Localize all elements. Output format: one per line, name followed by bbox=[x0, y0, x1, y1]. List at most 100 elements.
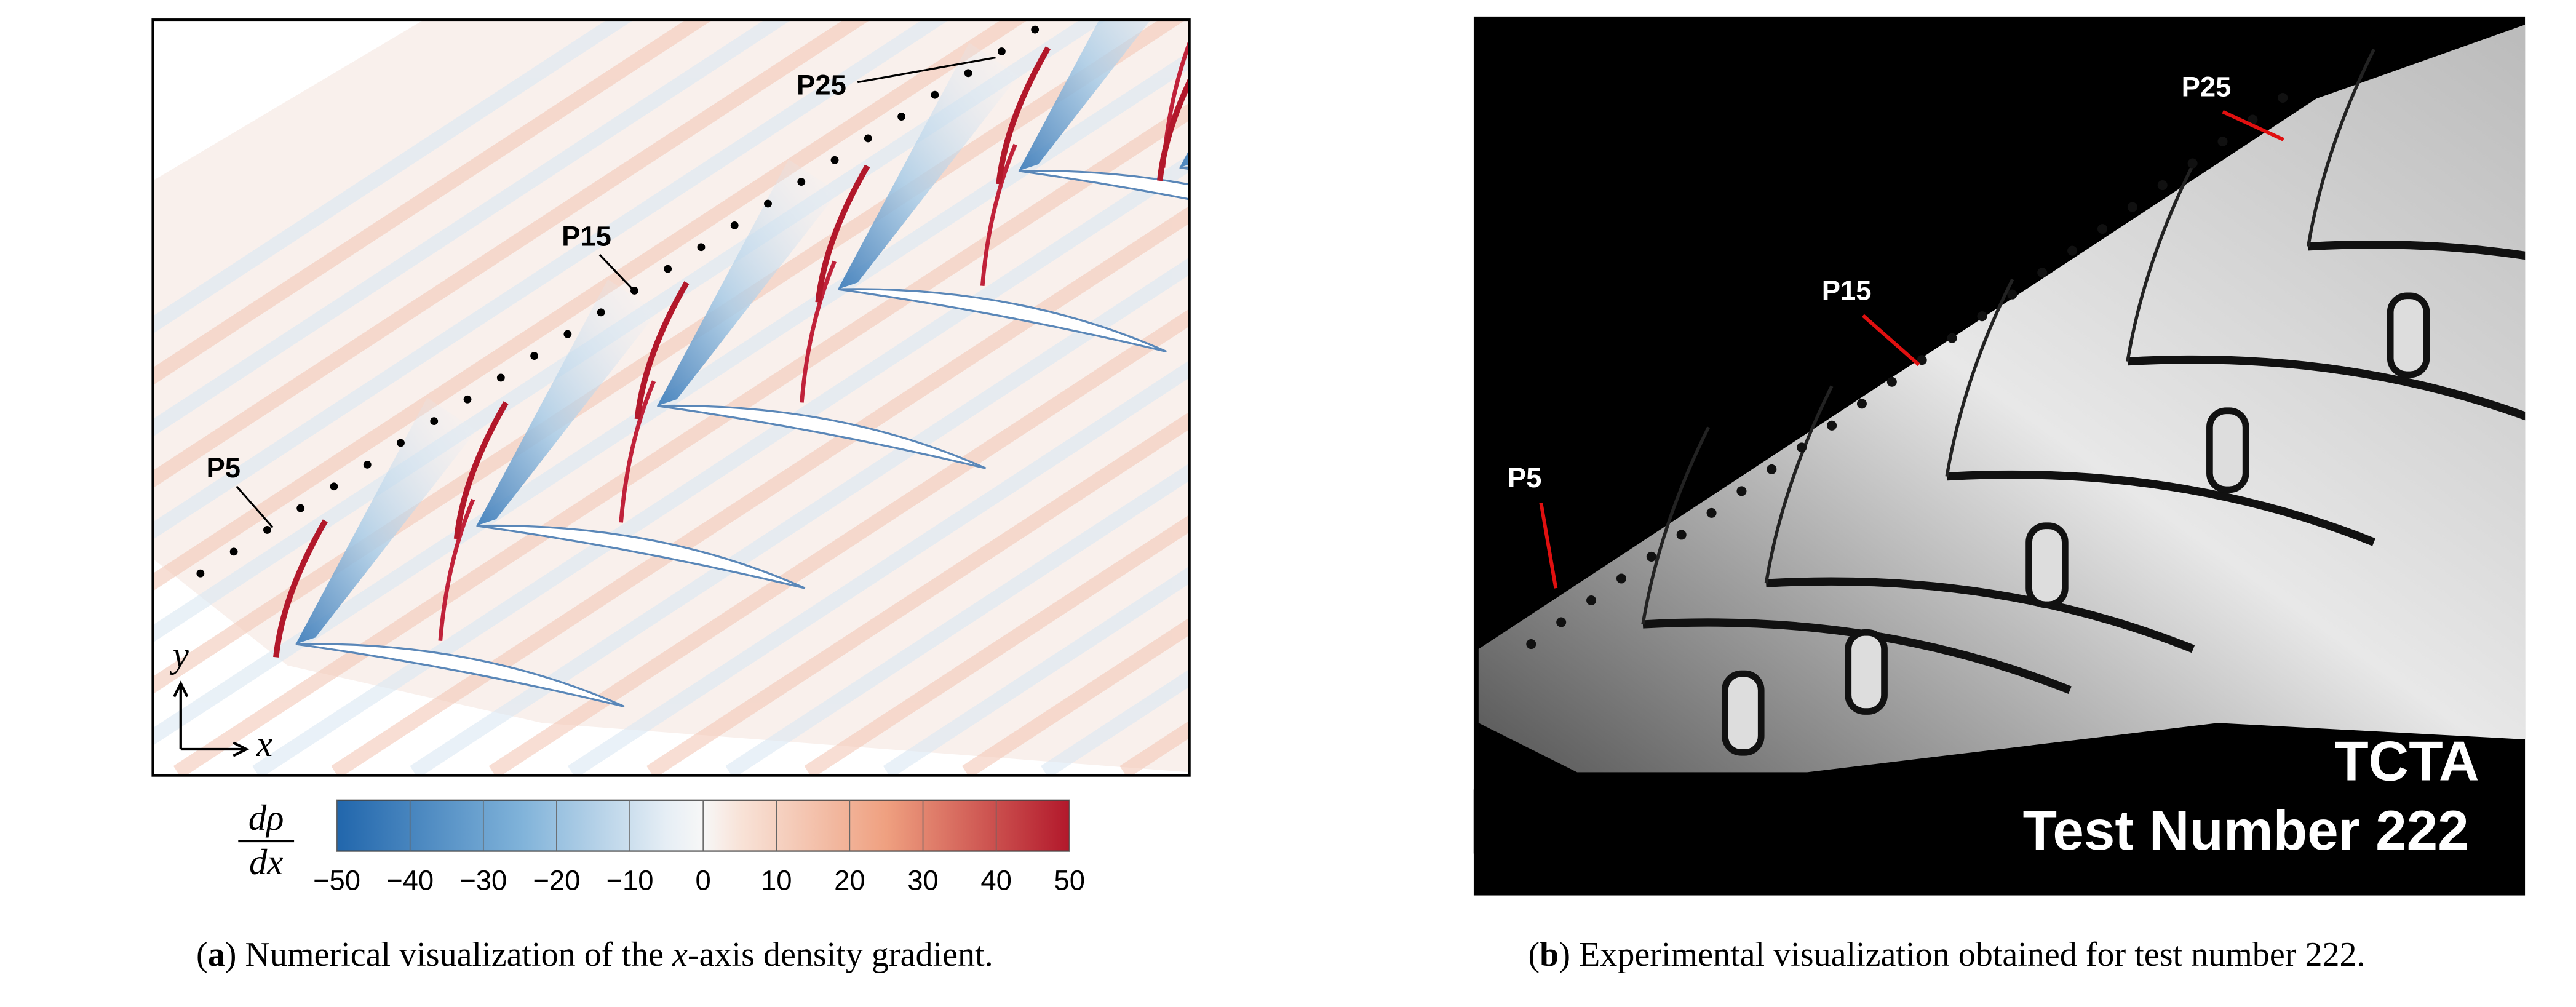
blade bbox=[1179, 166, 1190, 170]
stripe bbox=[488, 308, 1190, 776]
reflected-shock bbox=[438, 498, 475, 641]
blade-shadow bbox=[2308, 240, 2526, 260]
blade bbox=[1018, 169, 1190, 201]
stripe bbox=[173, 103, 1190, 776]
probe bbox=[964, 69, 972, 78]
colorbar-tick-label: 0 bbox=[696, 864, 711, 896]
stripe bbox=[331, 205, 1190, 776]
probe bbox=[730, 221, 739, 229]
experimental-panel bbox=[1473, 16, 2526, 896]
shock bbox=[273, 519, 328, 658]
probe bbox=[597, 308, 605, 317]
colorbar-label-den: dx bbox=[249, 842, 283, 882]
probe-label: P15 bbox=[562, 220, 611, 252]
colorbar-tick-label: −20 bbox=[533, 864, 580, 896]
window-slot bbox=[2206, 407, 2249, 493]
probe bbox=[263, 526, 271, 534]
caption-b: (b) Experimental visualization obtained … bbox=[1528, 936, 2365, 974]
probe bbox=[330, 482, 338, 491]
overlay-title: TCTA bbox=[2334, 731, 2479, 793]
probe-hole bbox=[1526, 639, 1536, 650]
probe-label: P5 bbox=[206, 452, 241, 484]
probe-hole bbox=[2278, 92, 2288, 103]
caption-part: a bbox=[208, 936, 225, 974]
probe bbox=[664, 265, 672, 273]
shock bbox=[996, 46, 1051, 185]
probe-hole bbox=[2248, 114, 2258, 125]
leader bbox=[236, 485, 274, 528]
expansion-fan bbox=[476, 279, 658, 526]
stripe bbox=[153, 20, 1187, 695]
colorbar-tick-label: 10 bbox=[761, 864, 792, 896]
probe-hole bbox=[2067, 245, 2078, 256]
probe bbox=[430, 417, 439, 426]
stripe bbox=[153, 20, 713, 386]
probe-hole bbox=[1556, 617, 1567, 627]
probe bbox=[463, 395, 472, 404]
window-slot bbox=[2387, 292, 2430, 378]
stripe bbox=[153, 20, 871, 488]
leader bbox=[598, 253, 635, 292]
blade bbox=[657, 404, 987, 469]
probe bbox=[196, 569, 205, 578]
probe bbox=[1031, 25, 1040, 34]
stripe bbox=[961, 617, 1190, 776]
probe-label: P15 bbox=[1822, 274, 1872, 306]
probe bbox=[496, 373, 505, 382]
probe-label: P5 bbox=[1508, 462, 1542, 493]
shock-line bbox=[1945, 278, 2014, 477]
window-slot bbox=[1845, 629, 1888, 715]
colorbar-label-num: dρ bbox=[248, 798, 284, 838]
shadow bbox=[1473, 772, 1618, 871]
probe-hole bbox=[1767, 464, 1777, 474]
colorbar-tick-label: 50 bbox=[1054, 864, 1086, 896]
shock-line bbox=[2126, 163, 2195, 362]
probe bbox=[830, 156, 839, 164]
stripe bbox=[725, 463, 1190, 776]
probe-hole bbox=[2187, 158, 2198, 169]
probe bbox=[563, 330, 572, 338]
shock bbox=[1157, 75, 1190, 181]
stripe bbox=[153, 20, 950, 540]
window-slot bbox=[2025, 522, 2069, 608]
probe-hole bbox=[1646, 551, 1656, 562]
probe bbox=[530, 352, 538, 360]
stripe bbox=[646, 412, 1190, 776]
leader bbox=[857, 56, 996, 84]
window-slot bbox=[1722, 670, 1765, 756]
probe-hole bbox=[1947, 333, 1957, 343]
colorbar-tick-label: −30 bbox=[459, 864, 507, 896]
expansion-fan bbox=[1018, 20, 1151, 171]
leader bbox=[2222, 109, 2284, 141]
shock bbox=[815, 164, 870, 303]
probe-hole bbox=[1616, 573, 1626, 584]
shock bbox=[634, 281, 690, 420]
stripe bbox=[252, 154, 1190, 776]
reflected-shock bbox=[980, 143, 1017, 287]
caption-part: b bbox=[1540, 936, 1559, 974]
probe-hole bbox=[2127, 202, 2137, 212]
caption-part: ) Experimental visualization obtained fo… bbox=[1559, 936, 2365, 974]
probe-hole bbox=[1827, 420, 1837, 431]
colorbar-tick-label: 40 bbox=[980, 864, 1011, 896]
probe-hole bbox=[1586, 595, 1597, 606]
probe bbox=[764, 199, 772, 208]
blade-shadow bbox=[1946, 470, 2375, 546]
probe-hole bbox=[2007, 289, 2017, 300]
probe bbox=[864, 134, 872, 143]
caption-part: ( bbox=[196, 936, 208, 974]
probe-hole bbox=[1706, 507, 1717, 518]
colorbar-tick-label: 20 bbox=[834, 864, 865, 896]
axis-x-label: x bbox=[256, 724, 272, 764]
blade bbox=[837, 288, 1167, 353]
expansion-fan bbox=[838, 42, 1019, 290]
caption-part: x bbox=[672, 936, 688, 974]
caption-part: -axis density gradient. bbox=[688, 936, 993, 974]
expansion-fan bbox=[1179, 149, 1190, 168]
probe-hole bbox=[1886, 376, 1897, 387]
stripe bbox=[153, 20, 634, 334]
shock bbox=[453, 401, 509, 539]
caption-part: ) Numerical visualization of the bbox=[225, 936, 672, 974]
